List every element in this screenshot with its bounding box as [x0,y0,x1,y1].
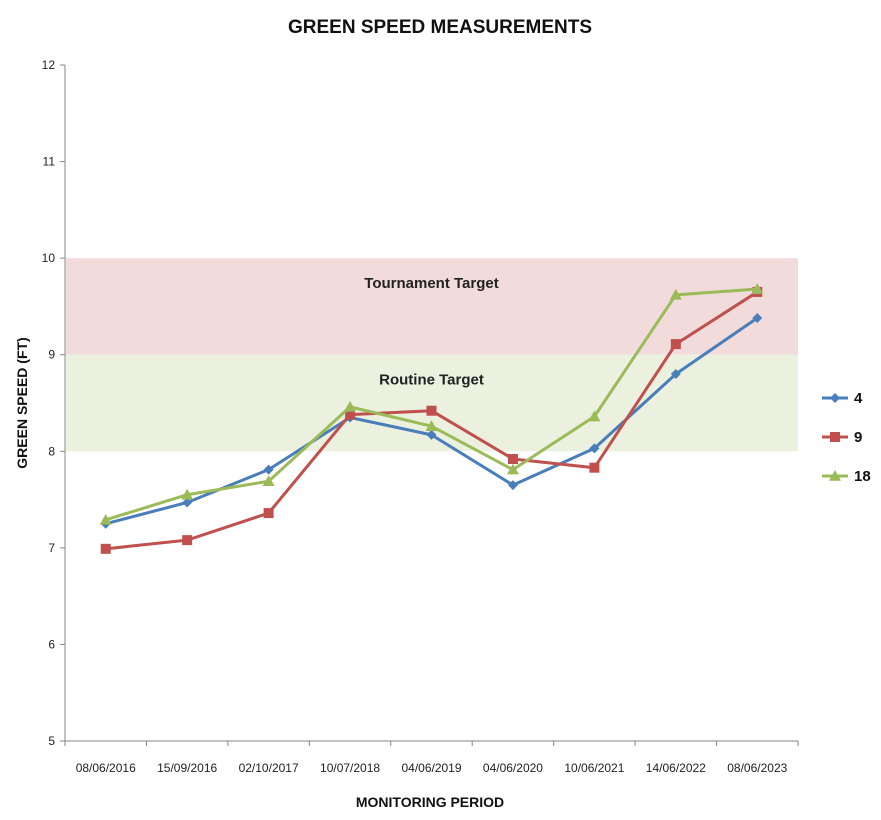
y-tick-label: 11 [43,155,56,169]
series-lines [99,283,764,554]
data-point-4 [426,429,437,440]
data-point-9 [589,462,600,473]
legend-item-4: 4 [822,390,863,407]
x-tick-label: 10/06/2021 [564,761,624,775]
series-18 [99,283,764,525]
axes: 5 6 7 8 9 10 11 12 08/06/2016 15/09/2016 02/10/201… [42,58,799,775]
data-point-9 [182,535,193,546]
x-tick-label: 10/07/2018 [320,761,380,775]
data-point-9 [345,409,356,420]
data-point-18 [99,513,112,525]
legend-item-18: 18 [822,468,871,485]
data-point-4 [589,443,600,454]
y-tick-label: 12 [42,58,56,72]
legend-label: 9 [854,429,862,446]
x-tick-label: 02/10/2017 [239,761,299,775]
data-point-4 [263,464,274,475]
band-label-tournament-target: Tournament Target [364,275,498,292]
legend-marker [829,470,841,481]
data-point-18 [344,400,357,412]
y-tick-label: 6 [48,637,55,651]
y-axis-title: GREEN SPEED (FT) [14,337,30,468]
data-point-18 [588,410,601,422]
data-point-4 [670,369,681,380]
band-label-routine-target: Routine Target [379,372,484,389]
y-tick-label: 5 [48,734,55,748]
series-9 [100,286,763,554]
data-point-18 [751,283,764,294]
legend-label: 4 [854,390,863,407]
legend: 4 9 18 [822,390,871,485]
x-tick-label: 14/06/2022 [646,761,706,775]
legend-label: 18 [854,468,871,485]
data-point-18 [181,488,194,500]
y-tick-label: 10 [42,251,56,265]
data-point-9 [507,454,518,465]
data-point-18 [506,463,519,475]
x-tick-label: 04/06/2020 [483,761,543,775]
data-point-18 [425,420,438,431]
legend-item-9: 9 [822,429,862,446]
x-axis-title: MONITORING PERIOD [356,794,504,810]
y-tick-label: 8 [48,444,55,458]
data-point-18 [669,288,682,300]
data-point-9 [263,508,274,519]
x-tick-label: 15/09/2016 [157,761,217,775]
data-point-18 [262,475,275,487]
chart-title: GREEN SPEED MEASUREMENTS [288,17,592,38]
y-tick-label: 7 [48,541,55,555]
data-point-4 [507,480,518,491]
data-point-4 [752,313,763,324]
y-tick-label: 9 [48,348,55,362]
data-point-4 [182,497,193,508]
data-point-9 [100,543,111,554]
x-tick-label: 08/06/2016 [76,761,136,775]
x-tick-label: 04/06/2019 [401,761,461,775]
x-tick-label: 08/06/2023 [727,761,787,775]
data-point-9 [426,405,437,416]
legend-marker [830,432,840,442]
legend-marker [830,393,840,403]
data-point-9 [670,339,681,350]
band-tournament-target [66,258,798,355]
